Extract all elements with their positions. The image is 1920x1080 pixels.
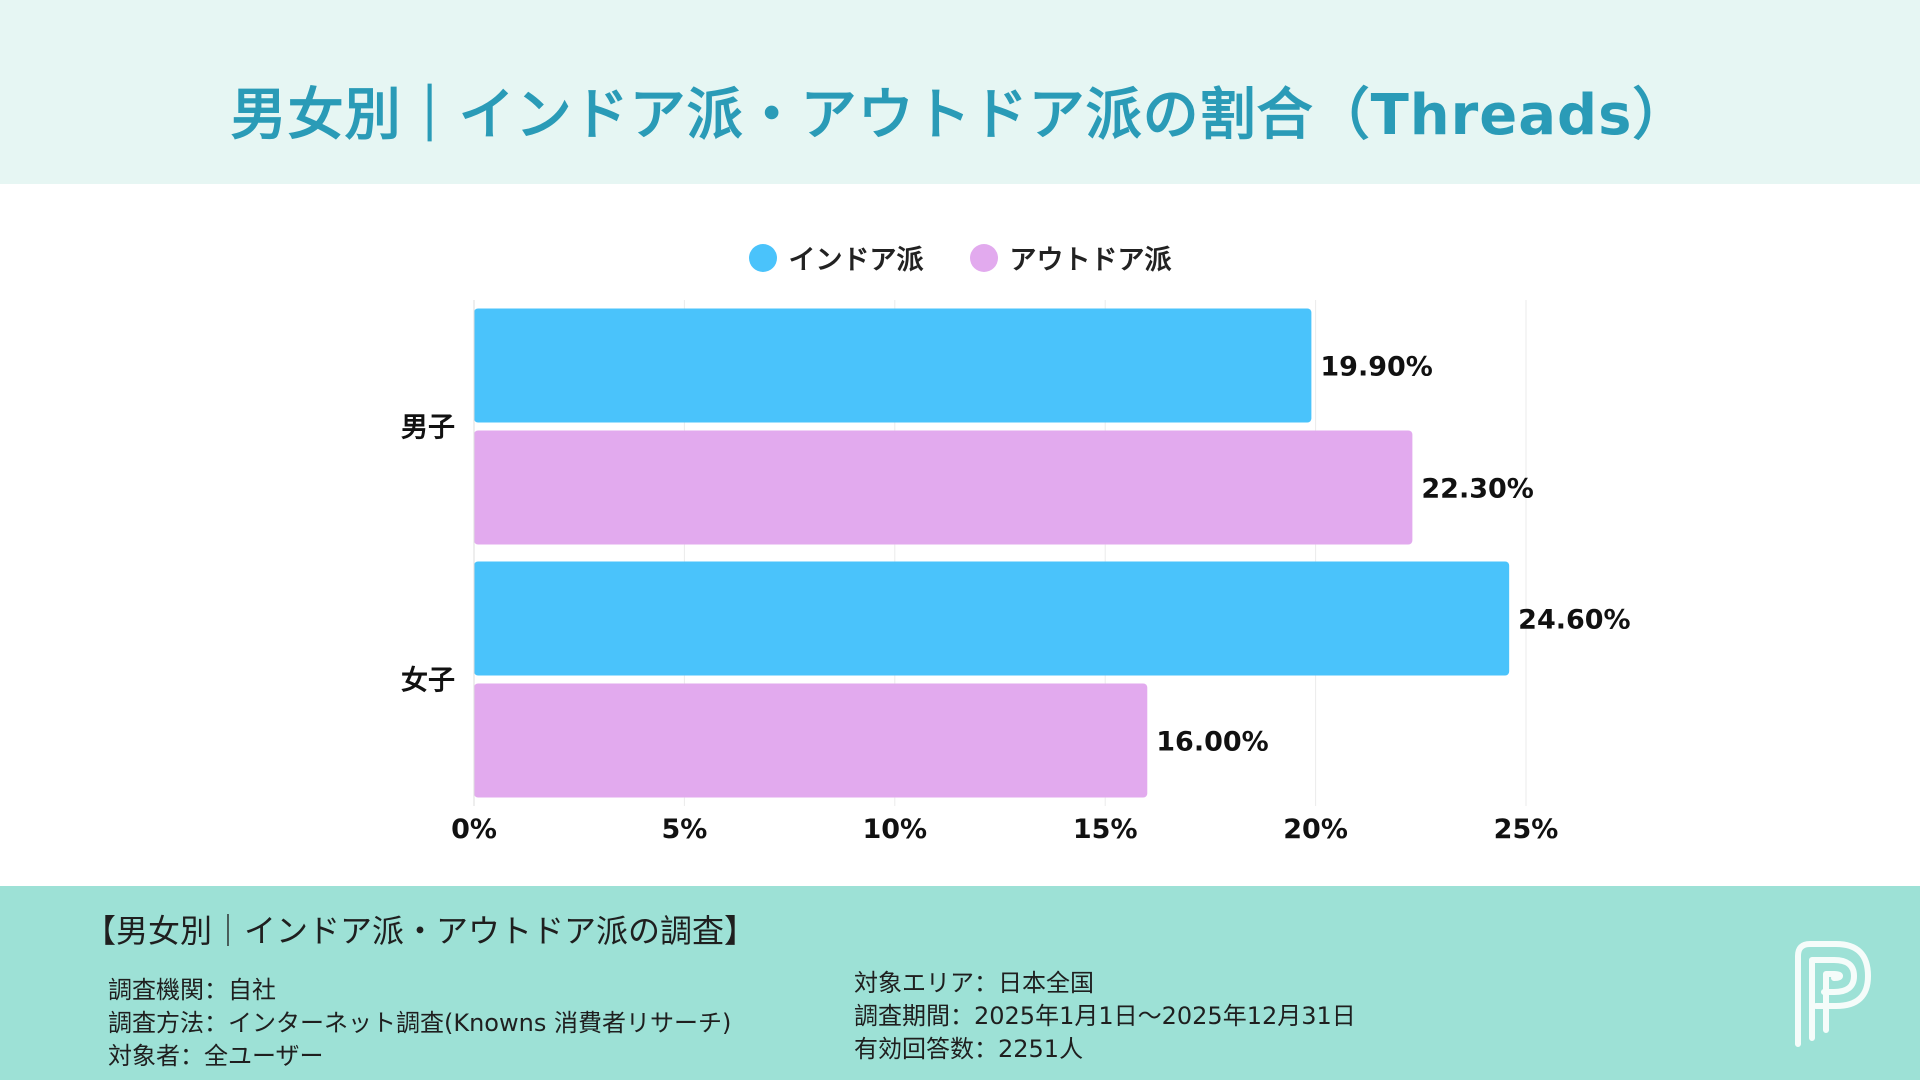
- bar: [474, 683, 1148, 798]
- x-tick-label: 0%: [451, 814, 497, 845]
- header-band: 男女別｜インドア派・アウトドア派の割合（Threads）: [0, 0, 1920, 184]
- data-label: 16.00%: [1156, 727, 1268, 758]
- legend-dot-outdoor: [969, 243, 998, 272]
- legend-item-indoor: インドア派: [748, 238, 924, 277]
- footer-right-line: 調査期間：2025年1月1日〜2025年12月31日: [854, 1002, 1356, 1030]
- x-tick-label: 5%: [661, 814, 707, 845]
- legend-dot-indoor: [748, 243, 777, 272]
- category-label: 女子: [401, 665, 455, 697]
- bar: [474, 308, 1312, 423]
- category-label: 男子: [401, 413, 455, 444]
- chart-legend: インドア派 アウトドア派: [0, 238, 1920, 277]
- data-label: 19.90%: [1320, 352, 1432, 383]
- footer-right-line: 有効回答数：2251人: [854, 1035, 1084, 1063]
- x-tick-label: 15%: [1073, 814, 1138, 845]
- x-tick-label: 20%: [1283, 814, 1348, 845]
- footer-title: 【男女別｜インドア派・アウトドア派の調査】: [84, 912, 757, 950]
- x-tick-label: 25%: [1494, 814, 1559, 845]
- page-title: 男女別｜インドア派・アウトドア派の割合（Threads）: [230, 83, 1690, 148]
- x-tick-label: 10%: [862, 814, 927, 845]
- bar: [474, 561, 1510, 676]
- footer-left-line: 調査方法：インターネット調査(Knowns 消費者リサーチ): [108, 1009, 732, 1037]
- bar-chart: 19.90% 22.30% 男子 24.60% 16.00% 女子 0% 5% 10% 15% 20…: [401, 300, 1631, 845]
- data-label: 24.60%: [1518, 605, 1630, 636]
- legend-item-outdoor: アウトドア派: [969, 238, 1172, 277]
- data-label: 22.30%: [1421, 474, 1533, 505]
- bar: [474, 430, 1413, 545]
- footer-band: 【男女別｜インドア派・アウトドア派の調査】 調査機関：自社 調査方法：インターネ…: [0, 886, 1920, 1080]
- p-logo-icon: [1795, 941, 1871, 1047]
- footer-right-line: 対象エリア：日本全国: [854, 969, 1094, 997]
- legend-label-outdoor: アウトドア派: [1009, 245, 1172, 276]
- legend-label-indoor: インドア派: [788, 245, 924, 276]
- footer-left-line: 調査機関：自社: [108, 976, 276, 1004]
- footer-left-line: 対象者：全ユーザー: [108, 1042, 324, 1070]
